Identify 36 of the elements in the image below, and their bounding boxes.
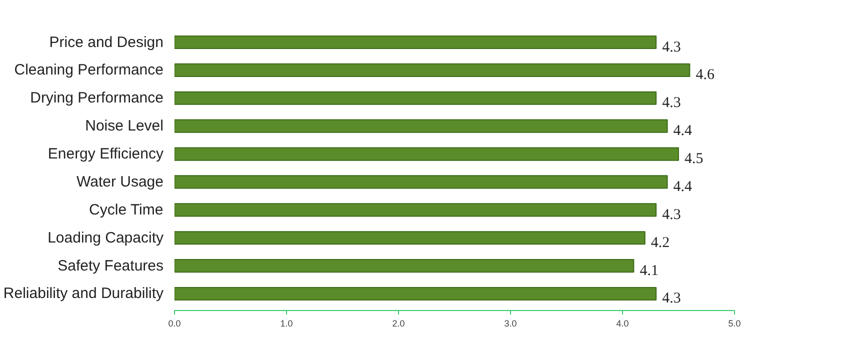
bar <box>174 147 679 161</box>
y-tick-label: Cleaning Performance <box>14 62 164 79</box>
data-label: 4.5 <box>684 151 704 168</box>
bar <box>174 35 657 50</box>
data-label: 4.3 <box>662 95 681 112</box>
x-tick-label: 3.0 <box>504 318 517 328</box>
y-tick-label: Price and Design <box>49 34 164 51</box>
data-label: 4.2 <box>650 234 670 251</box>
data-label: 4.3 <box>662 290 681 307</box>
y-tick-label: Cycle Time <box>89 201 164 218</box>
bar <box>174 175 668 189</box>
data-label: 4.6 <box>696 67 715 84</box>
y-tick-label: Energy Efficiency <box>48 146 164 163</box>
y-tick-label: Drying Performance <box>30 90 164 107</box>
x-tick-label: 4.0 <box>616 318 629 328</box>
bar <box>174 91 657 105</box>
bar <box>174 119 668 133</box>
data-label: 4.3 <box>662 39 681 56</box>
data-label: 4.1 <box>640 262 658 279</box>
bar <box>174 63 690 77</box>
y-tick-label: Safety Features <box>58 257 164 274</box>
data-label: 4.4 <box>673 178 693 195</box>
x-tick-label: 0.0 <box>168 318 181 328</box>
bar <box>174 203 657 217</box>
bar <box>174 286 657 301</box>
bar <box>174 231 646 245</box>
data-label: 4.3 <box>662 206 681 223</box>
y-tick-label: Noise Level <box>85 118 164 135</box>
data-label: 4.4 <box>673 123 693 140</box>
x-tick-label: 1.0 <box>280 318 293 328</box>
x-tick-label: 2.0 <box>392 318 405 328</box>
bar <box>174 259 634 273</box>
y-tick-label: Water Usage <box>76 173 164 190</box>
y-tick-label: Loading Capacity <box>48 229 164 246</box>
y-tick-label: Reliability and Durability <box>3 285 164 302</box>
x-tick-label: 5.0 <box>728 318 741 328</box>
